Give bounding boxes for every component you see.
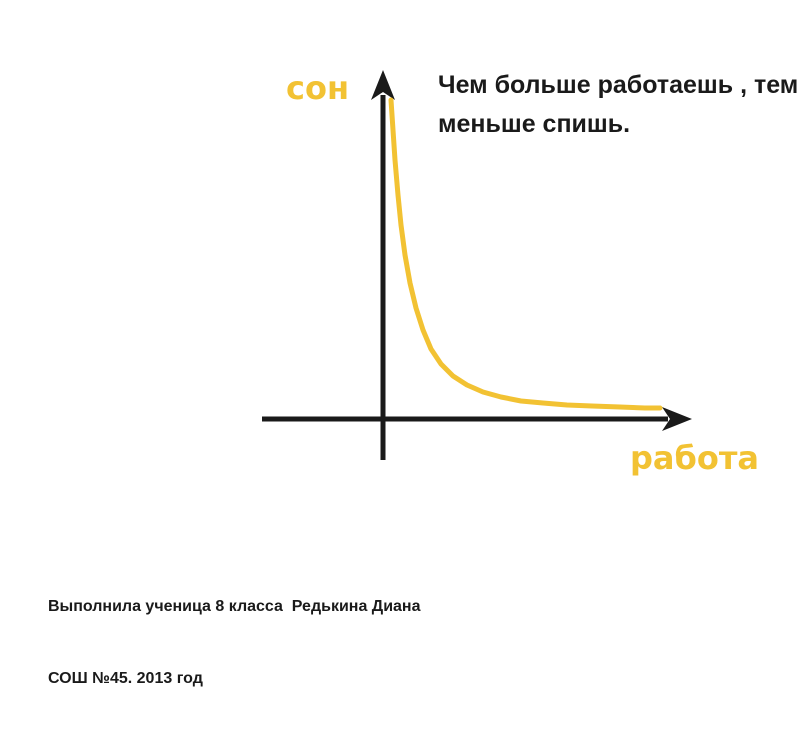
- presentation-slide: сон Чем больше работаешь , тем меньше сп…: [48, 66, 798, 687]
- heading-line-2: меньше спишь.: [438, 110, 631, 138]
- curve: [388, 97, 663, 411]
- heading-line-1: Чем больше работаешь , тем: [438, 71, 799, 99]
- slide-heading: Чем больше работаешь , тем меньше спишь.: [438, 66, 798, 144]
- x-axis-arrowhead-icon: [662, 407, 692, 431]
- credit-line-2: СОШ №45. 2013 год: [48, 670, 203, 687]
- y-axis-arrowhead-icon: [371, 70, 395, 100]
- y-axis-label: сон: [286, 69, 350, 107]
- x-axis-label: работа: [630, 439, 759, 477]
- inverse-relationship-graph: [262, 70, 692, 460]
- credit-line-1: Выполнила ученица 8 класса Редькина Диан…: [48, 598, 421, 615]
- author-credits: Выполнила ученица 8 класса Редькина Диан…: [48, 547, 421, 739]
